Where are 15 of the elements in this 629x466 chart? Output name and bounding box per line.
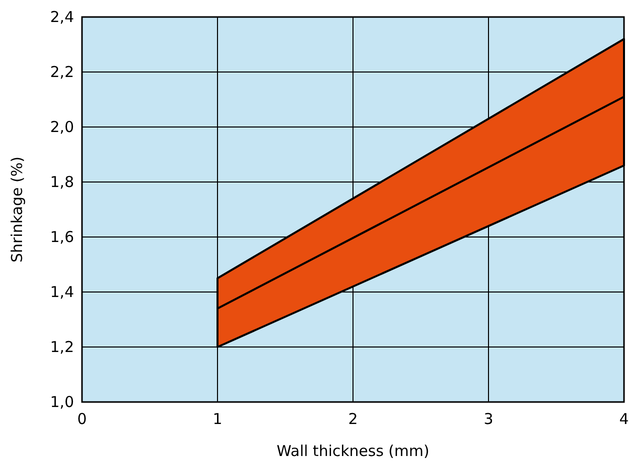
y-tick-label: 1,4 (50, 283, 74, 301)
x-tick-label: 2 (348, 410, 358, 428)
y-tick-label: 1,8 (50, 173, 74, 191)
y-tick-label: 1,2 (50, 338, 74, 356)
x-tick-label: 4 (619, 410, 629, 428)
y-tick-label: 2,2 (50, 63, 74, 81)
x-tick-label: 3 (484, 410, 494, 428)
y-tick-label: 2,0 (50, 118, 74, 136)
y-tick-label: 1,6 (50, 228, 74, 246)
y-tick-label: 1,0 (50, 393, 74, 411)
y-axis-title: Shrinkage (%) (8, 156, 26, 262)
y-tick-label: 2,4 (50, 8, 74, 26)
x-tick-label: 0 (77, 410, 87, 428)
x-tick-label: 1 (212, 410, 222, 428)
x-axis-title: Wall thickness (mm) (276, 442, 430, 460)
